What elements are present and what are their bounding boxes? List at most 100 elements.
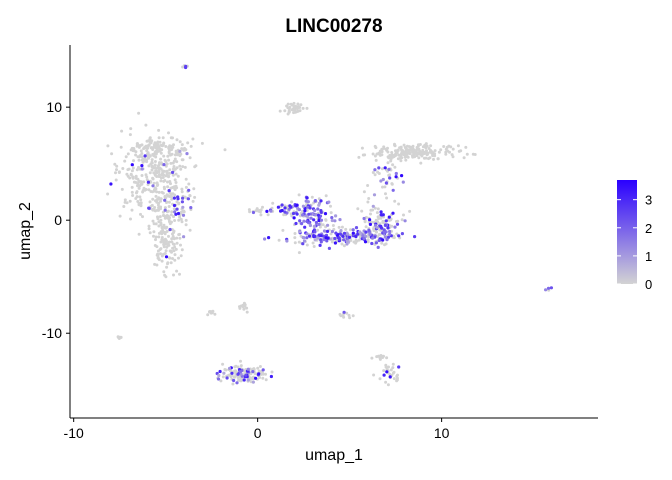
cell-point [238, 378, 242, 382]
cell-point [368, 218, 372, 222]
cell-point [173, 178, 177, 182]
cell-point [124, 155, 128, 159]
cell-point [138, 184, 142, 188]
cell-point [106, 144, 110, 148]
cell-point [404, 158, 408, 162]
cell-point [322, 238, 326, 242]
cell-point [388, 232, 392, 236]
cell-point [269, 209, 273, 213]
cell-point [364, 230, 368, 234]
cell-point [339, 229, 343, 233]
cell-point [184, 223, 188, 227]
cell-point [230, 371, 234, 375]
cell-point [157, 235, 161, 239]
cell-point [277, 238, 281, 242]
cell-point [354, 226, 359, 230]
cell-point [169, 186, 173, 190]
cell-point [444, 152, 448, 156]
cell-point [317, 203, 321, 207]
cell-point [311, 241, 315, 245]
cell-point [293, 104, 297, 108]
cell-point [239, 372, 243, 376]
cell-point [223, 148, 227, 152]
cell-point [176, 197, 180, 201]
cell-point [184, 218, 188, 222]
cell-point [170, 210, 174, 214]
cell-point [168, 227, 172, 232]
cell-point [394, 171, 398, 176]
cell-point [166, 261, 170, 265]
cell-point [118, 214, 122, 218]
cell-point [139, 212, 142, 216]
cell-point [385, 196, 389, 200]
cell-point [386, 235, 391, 239]
cell-point [134, 153, 138, 157]
cell-point [193, 165, 197, 169]
cell-point [337, 238, 341, 242]
cell-point [357, 155, 361, 159]
cell-point [183, 195, 187, 199]
cell-point [425, 153, 429, 157]
cell-point [239, 359, 242, 363]
cell-point [391, 371, 395, 375]
cell-point [254, 376, 258, 380]
cell-point [225, 376, 229, 380]
cell-point [313, 234, 317, 238]
cell-point [171, 170, 175, 174]
cell-point [427, 147, 431, 150]
cell-point [400, 174, 404, 178]
cell-point [123, 159, 127, 163]
cell-point [292, 101, 296, 105]
cell-point [276, 205, 280, 209]
cell-point [266, 213, 270, 217]
cell-point [164, 255, 169, 259]
cell-point [312, 245, 316, 248]
cell-point [346, 232, 350, 236]
cell-point [131, 194, 135, 197]
cell-point [358, 230, 362, 234]
cell-point [135, 190, 139, 194]
colorbar [617, 180, 637, 284]
cell-point [546, 286, 551, 290]
cell-point [444, 150, 448, 154]
cell-point [305, 196, 309, 200]
cell-point [382, 145, 386, 149]
colorbar-ticks: 0 1 2 3 [617, 193, 652, 292]
cell-point [312, 224, 316, 228]
cell-point [181, 213, 186, 217]
cell-point [160, 226, 164, 229]
cell-point [354, 238, 358, 242]
cell-point [290, 200, 294, 204]
cell-point [417, 156, 421, 160]
cell-point [400, 218, 404, 222]
cell-point [168, 256, 172, 260]
cell-point [121, 167, 125, 170]
cell-point [151, 153, 155, 156]
cell-point [393, 225, 397, 229]
cell-point [442, 145, 446, 148]
cell-point [175, 207, 179, 211]
cell-point [363, 240, 368, 244]
cell-point [242, 378, 246, 382]
cell-point [246, 378, 250, 382]
cell-point [151, 219, 155, 223]
cell-point [159, 161, 163, 165]
cell-point [376, 207, 380, 211]
cell-point [380, 213, 384, 217]
cell-point [115, 168, 118, 172]
cell-point [316, 207, 320, 211]
cell-point [330, 229, 334, 234]
cell-point [391, 362, 395, 366]
cell-point [167, 174, 171, 178]
cell-point [283, 206, 287, 210]
cell-point [360, 209, 364, 213]
cell-point [380, 147, 384, 151]
cell-point [395, 374, 399, 378]
cell-point [400, 232, 404, 236]
cell-point [297, 240, 301, 244]
cell-point [147, 224, 151, 228]
cell-point [437, 150, 441, 154]
cell-point [298, 109, 302, 113]
cell-point [159, 199, 162, 203]
cell-point [264, 372, 267, 376]
